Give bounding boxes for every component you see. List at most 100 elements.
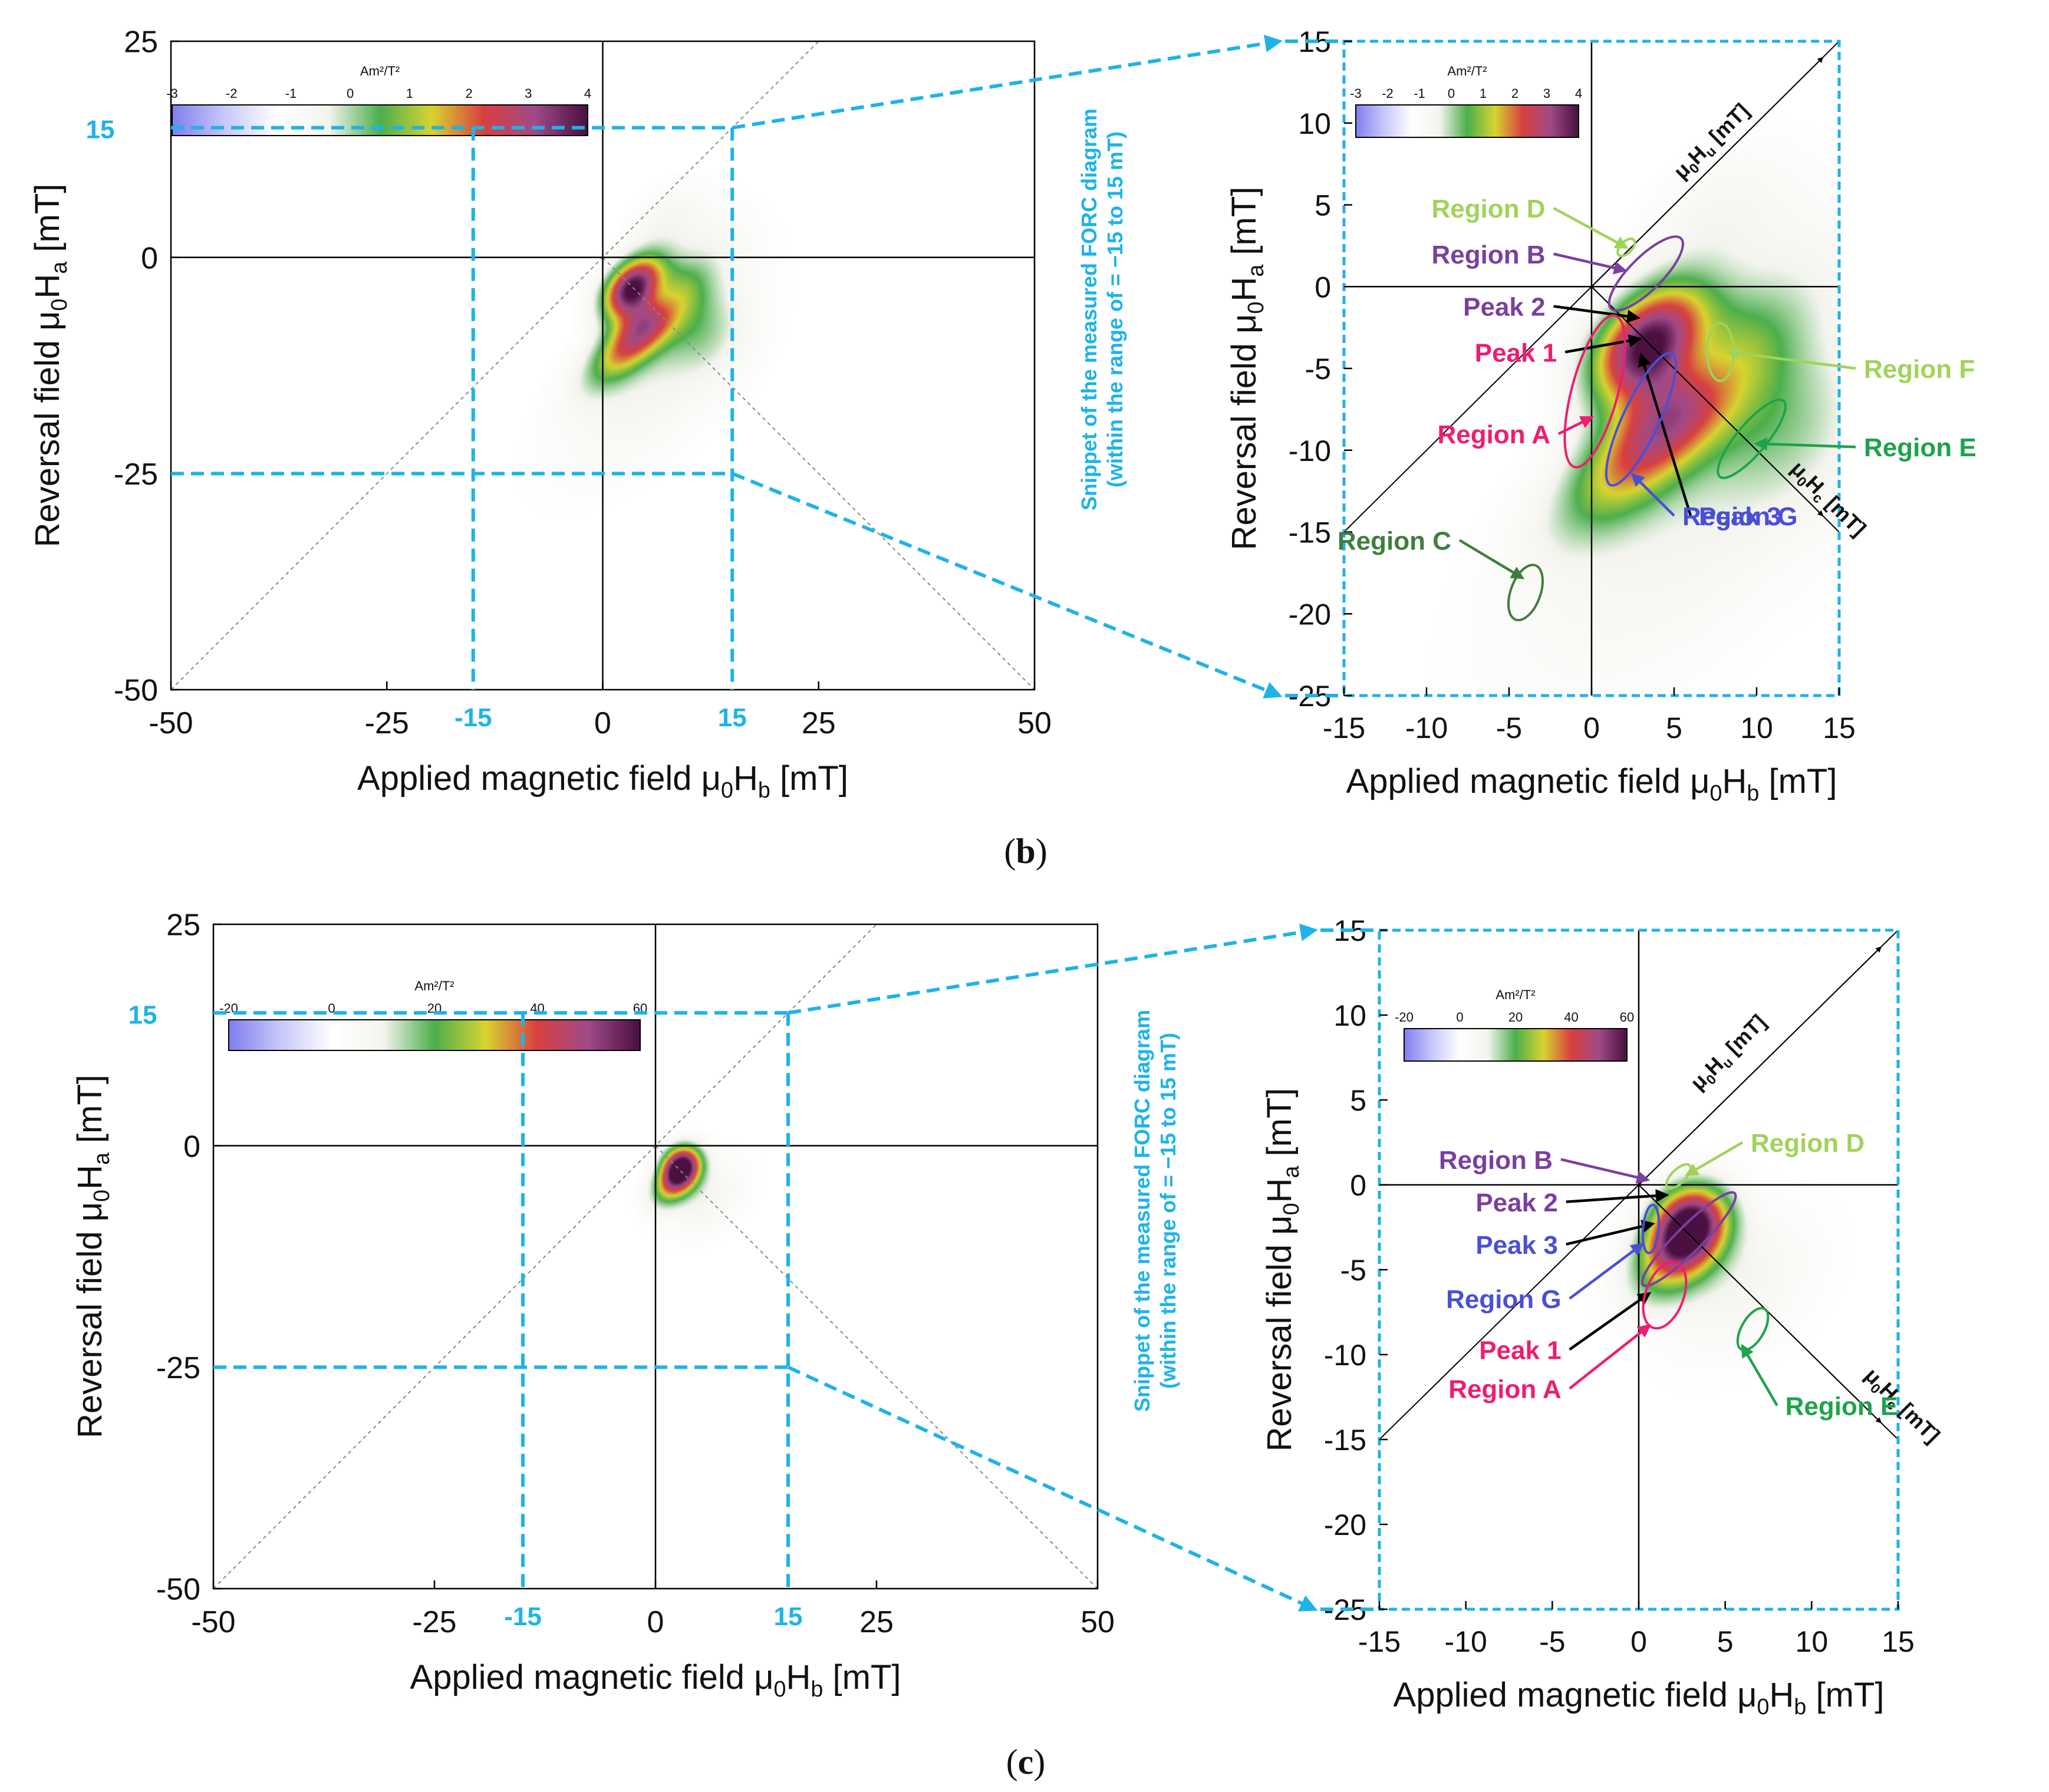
y-tick-label: -15 [1289,516,1331,549]
x-tick-label: 15 [1823,711,1856,745]
colorbar-tick-label: 1 [406,86,413,101]
colorbar-frame [172,104,588,136]
caption-c: (c) [1006,1742,1046,1781]
y-tick-label: -20 [1324,1508,1366,1541]
y-axis-title: Reversal field μ0​Ha​ [mT] [71,1075,114,1438]
label-region-b: Region B [1431,241,1545,269]
snippet-label-line1: Snippet of the measured FORC diagram [1130,1010,1154,1412]
arrow-region-a [1558,416,1595,436]
x-tick-label: -15 [1323,711,1365,745]
label-peak-1: Peak 1 [1475,338,1557,367]
hu-arrow [1591,57,1824,287]
label-peak-2: Peak 2 [1475,1188,1557,1217]
y-tick-label: -5 [1305,353,1331,386]
y-tick-label: 0 [141,241,158,275]
x-tick-label: 10 [1796,1625,1829,1658]
ellipse-region-a [1563,314,1626,469]
x-tick-label: 0 [647,1605,664,1639]
label-region-g: Region G [1446,1285,1562,1314]
ellipse-region-b [1640,1191,1737,1287]
caption-b: (b) [1004,832,1047,871]
y-tick-label: -50 [156,1573,200,1607]
y-tick-label: -10 [1289,434,1331,467]
x-tick-label: 10 [1740,711,1773,745]
x-tick-label: -25 [365,706,409,740]
y-tick-label: 10 [1333,999,1366,1032]
x-tick-label: 0 [1583,711,1600,745]
y-tick-label: -20 [1289,598,1331,631]
arrow-region-g [1569,1243,1645,1300]
snippet-label-line2: (within the range of = −15 to 15 mT) [1103,131,1127,487]
x-tick-label: -50 [149,706,193,740]
arrow-region-c [1458,539,1525,579]
arrow-region-a [1569,1324,1652,1390]
colorbar-title: Am²/T² [360,64,400,78]
chart-b-full: -50 -25 0 25 50 25 0 -25 -50 Applied magnetic fie… [28,25,1052,802]
ellipse-region-g [1605,351,1678,487]
colorbar-tick-label: -3 [166,86,178,101]
ellipse-region-b [1607,235,1685,312]
arrow-peak-1 [1564,334,1642,354]
label-peak-3: Peak 3 [1475,1231,1557,1260]
connector-top [732,34,1283,130]
y-tick-label: -10 [1324,1339,1366,1372]
x-axis-title: Applied magnetic field μ0​Hb​ [mT] [1394,1676,1885,1719]
y-tick-label: 0 [1350,1169,1366,1202]
arrow-region-e [1754,437,1856,451]
label-region-d: Region D [1431,195,1545,223]
colorbar-tick-label: 0 [328,1001,335,1016]
arrow-peak-1 [1569,1292,1652,1351]
y-tick-label: 0 [1315,271,1331,304]
colorbar-gradient [1404,1029,1627,1061]
arrow-region-b [1560,1158,1651,1184]
x-tick-label: 0 [594,706,611,740]
arrow-region-e [1741,1343,1778,1406]
colorbar-tick-label: 0 [347,86,354,101]
y-tick-label: -25 [114,457,158,492]
chart-c-zoom: -15 -10 -5 0 5 10 15151050-5-10-15-20-25Applie… [1260,914,1945,1719]
label-region-g: Region G [1682,502,1798,531]
colorbar-tick-label: -1 [285,86,297,101]
arrow-region-f [1725,347,1856,370]
x-tick-label: 5 [1717,1625,1734,1658]
highlight-label-15: 15 [129,1000,157,1029]
colorbar-gradient [229,1020,640,1050]
colorbar-tick-label: 3 [525,86,532,101]
y-tick-label: 5 [1315,189,1331,222]
arrow-peak-3 [1566,1220,1655,1246]
y-axis-title: Reversal field μ0​Ha​ [mT] [1260,1088,1303,1452]
x-tick-label: -10 [1405,711,1448,745]
x-tick-label: 5 [1666,711,1682,745]
chart-c-full: -50 -25 0 25 50 25 0 -25 -50 Applied magnetic fie… [71,908,1115,1701]
colorbar-tick-label: 1 [1480,86,1487,101]
highlight-label-15: 15 [86,116,115,144]
chart-b-zoom: -15 -10 -5 0 5 10 15151050-5-10-15-20-25Applie… [1225,25,1976,805]
arrow-region-g [1630,473,1675,517]
y-tick-label: -5 [1340,1254,1366,1287]
colorbar-tick-label: 60 [1620,1010,1634,1025]
colorbar-tick-label: 2 [1511,86,1518,101]
y-axis-title: Reversal field μ0​Ha​ [mT] [1225,187,1268,551]
ellipse-region-a [1642,1260,1688,1330]
label-region-d: Region D [1751,1129,1864,1158]
x-tick-label: 25 [802,706,836,740]
connector-bottom [732,472,1283,699]
colorbar-tick-label: -20 [1395,1010,1414,1025]
hc-arrow [1591,286,1824,517]
colorbar-tick-label: 40 [1564,1010,1578,1025]
hc-arrow [1638,1184,1882,1424]
label-peak-2: Peak 2 [1463,293,1545,322]
colorbar-gradient [172,105,588,136]
x-tick-label: -15 [1358,1625,1401,1658]
colorbar-frame [1404,1028,1628,1062]
snippet-label-line1: Snippet of the measured FORC diagram [1077,108,1101,510]
highlight-label-neg15: -15 [454,703,492,732]
colorbar-title: Am²/T² [1495,987,1535,1002]
colorbar-title: Am²/T² [1447,64,1487,78]
colorbar-tick-label: 4 [1575,86,1582,101]
label-peak-3: Peak 3 [1699,502,1781,531]
colorbar-title: Am²/T² [414,979,454,993]
arrow-peak-2 [1566,1189,1669,1204]
colorbar-tick-label: 4 [584,86,591,101]
